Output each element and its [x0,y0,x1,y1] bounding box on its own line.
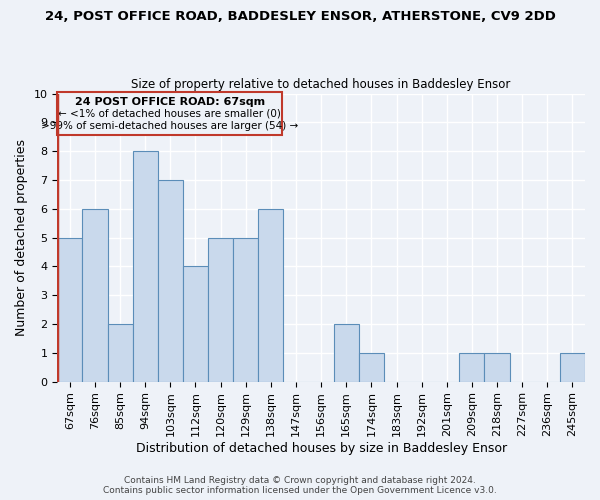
Bar [460,353,484,382]
Bar [334,324,359,382]
Bar [57,92,282,136]
X-axis label: Distribution of detached houses by size in Baddesley Ensor: Distribution of detached houses by size … [136,442,507,455]
Bar [359,353,384,382]
Text: Contains HM Land Registry data © Crown copyright and database right 2024.
Contai: Contains HM Land Registry data © Crown c… [103,476,497,495]
Bar [57,238,82,382]
Bar [208,238,233,382]
Text: ← <1% of detached houses are smaller (0): ← <1% of detached houses are smaller (0) [58,108,281,118]
Y-axis label: Number of detached properties: Number of detached properties [15,139,28,336]
Bar [560,353,585,382]
Text: >99% of semi-detached houses are larger (54) →: >99% of semi-detached houses are larger … [41,121,298,131]
Bar [183,266,208,382]
Text: 24 POST OFFICE ROAD: 67sqm: 24 POST OFFICE ROAD: 67sqm [74,96,265,106]
Bar [133,151,158,382]
Bar [233,238,259,382]
Bar [484,353,509,382]
Text: 24, POST OFFICE ROAD, BADDESLEY ENSOR, ATHERSTONE, CV9 2DD: 24, POST OFFICE ROAD, BADDESLEY ENSOR, A… [44,10,556,23]
Bar [82,209,107,382]
Bar [107,324,133,382]
Bar [158,180,183,382]
Title: Size of property relative to detached houses in Baddesley Ensor: Size of property relative to detached ho… [131,78,511,91]
Bar [259,209,283,382]
